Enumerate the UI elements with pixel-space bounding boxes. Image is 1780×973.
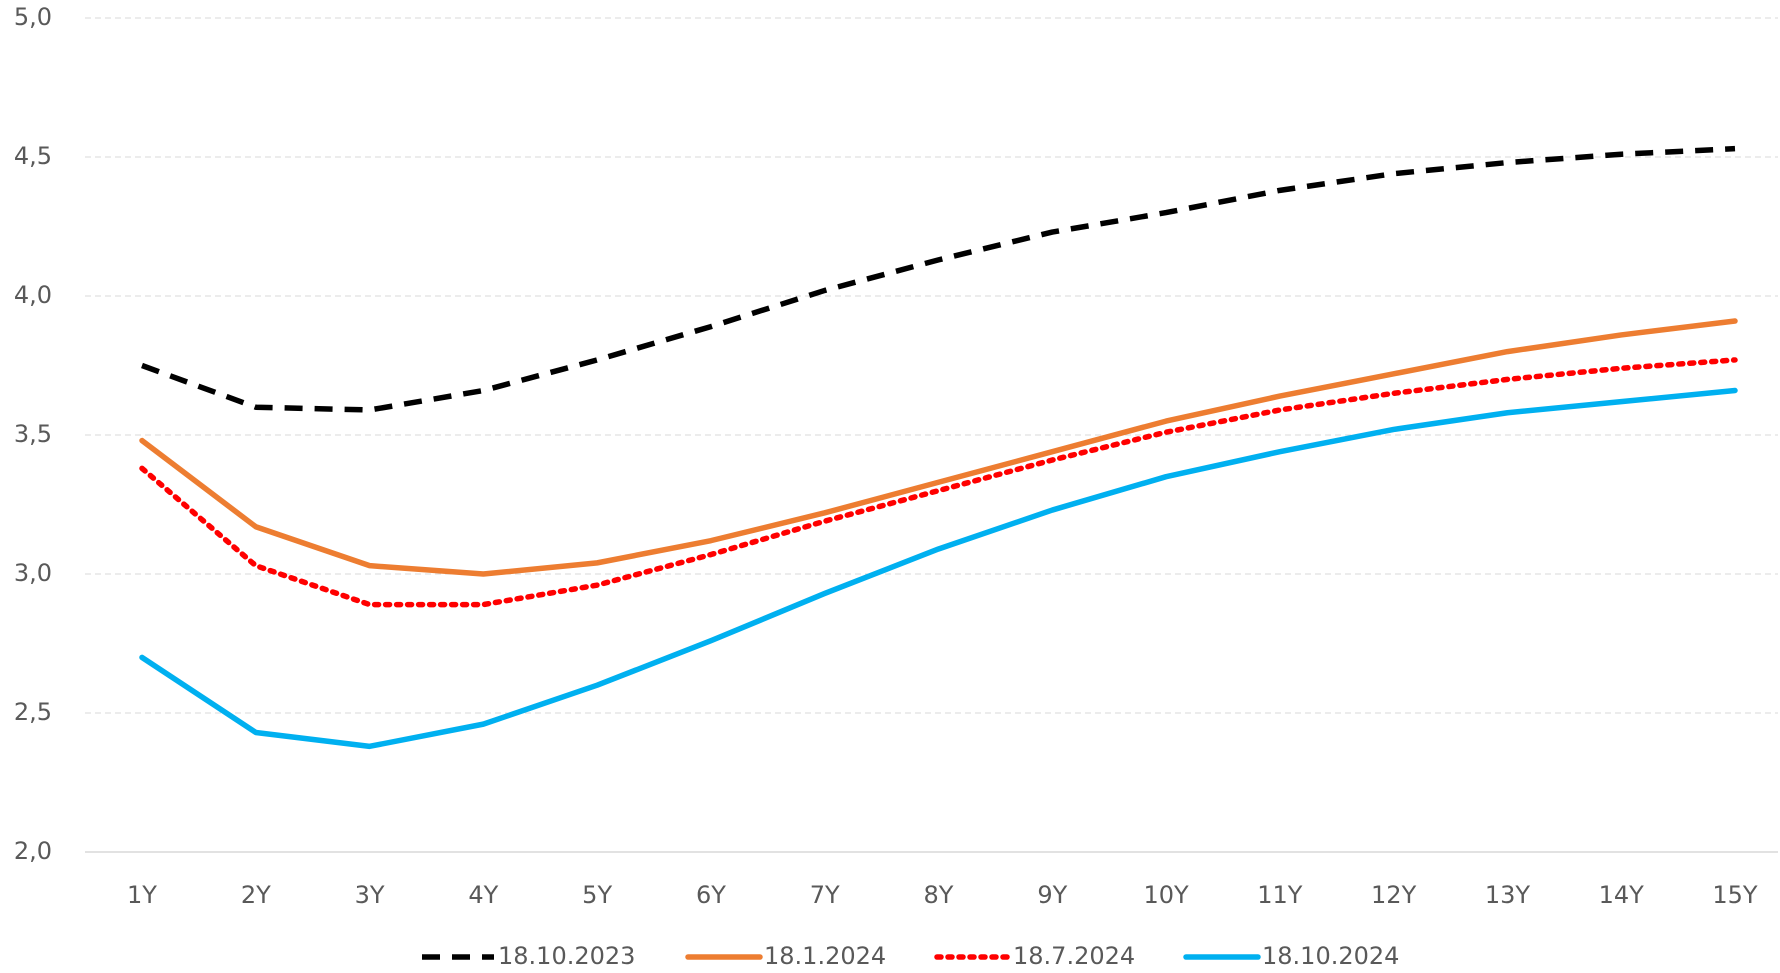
x-tick-label: 8Y [924,881,954,909]
series-line [139,357,1738,608]
x-tick-label: 6Y [696,881,726,909]
x-tick-label: 3Y [355,881,385,909]
legend-label: 18.7.2024 [1013,942,1135,970]
x-tick-label: 5Y [582,881,612,909]
y-tick-label: 5,0 [14,3,52,31]
series-line [139,318,1738,577]
series-line [141,145,1736,413]
x-tick-label: 15Y [1712,881,1758,909]
x-tick-label: 4Y [468,881,498,909]
x-tick-label: 10Y [1143,881,1189,909]
x-tick-label: 1Y [127,881,157,909]
legend-label: 18.1.2024 [764,942,886,970]
x-tick-label: 7Y [810,881,840,909]
x-tick-label: 2Y [241,881,271,909]
x-tick-label: 13Y [1485,881,1531,909]
x-tick-label: 11Y [1257,881,1303,909]
y-tick-label: 3,5 [14,420,52,448]
x-tick-label: 12Y [1371,881,1417,909]
x-tick-label: 14Y [1599,881,1645,909]
legend-label: 18.10.2023 [498,942,635,970]
y-tick-label: 3,0 [14,559,52,587]
x-tick-label: 9Y [1037,881,1067,909]
y-tick-label: 2,5 [14,698,52,726]
y-tick-label: 2,0 [14,837,52,865]
y-tick-label: 4,0 [14,281,52,309]
legend-label: 18.10.2024 [1262,942,1399,970]
y-tick-label: 4,5 [14,142,52,170]
series-line [139,387,1738,750]
